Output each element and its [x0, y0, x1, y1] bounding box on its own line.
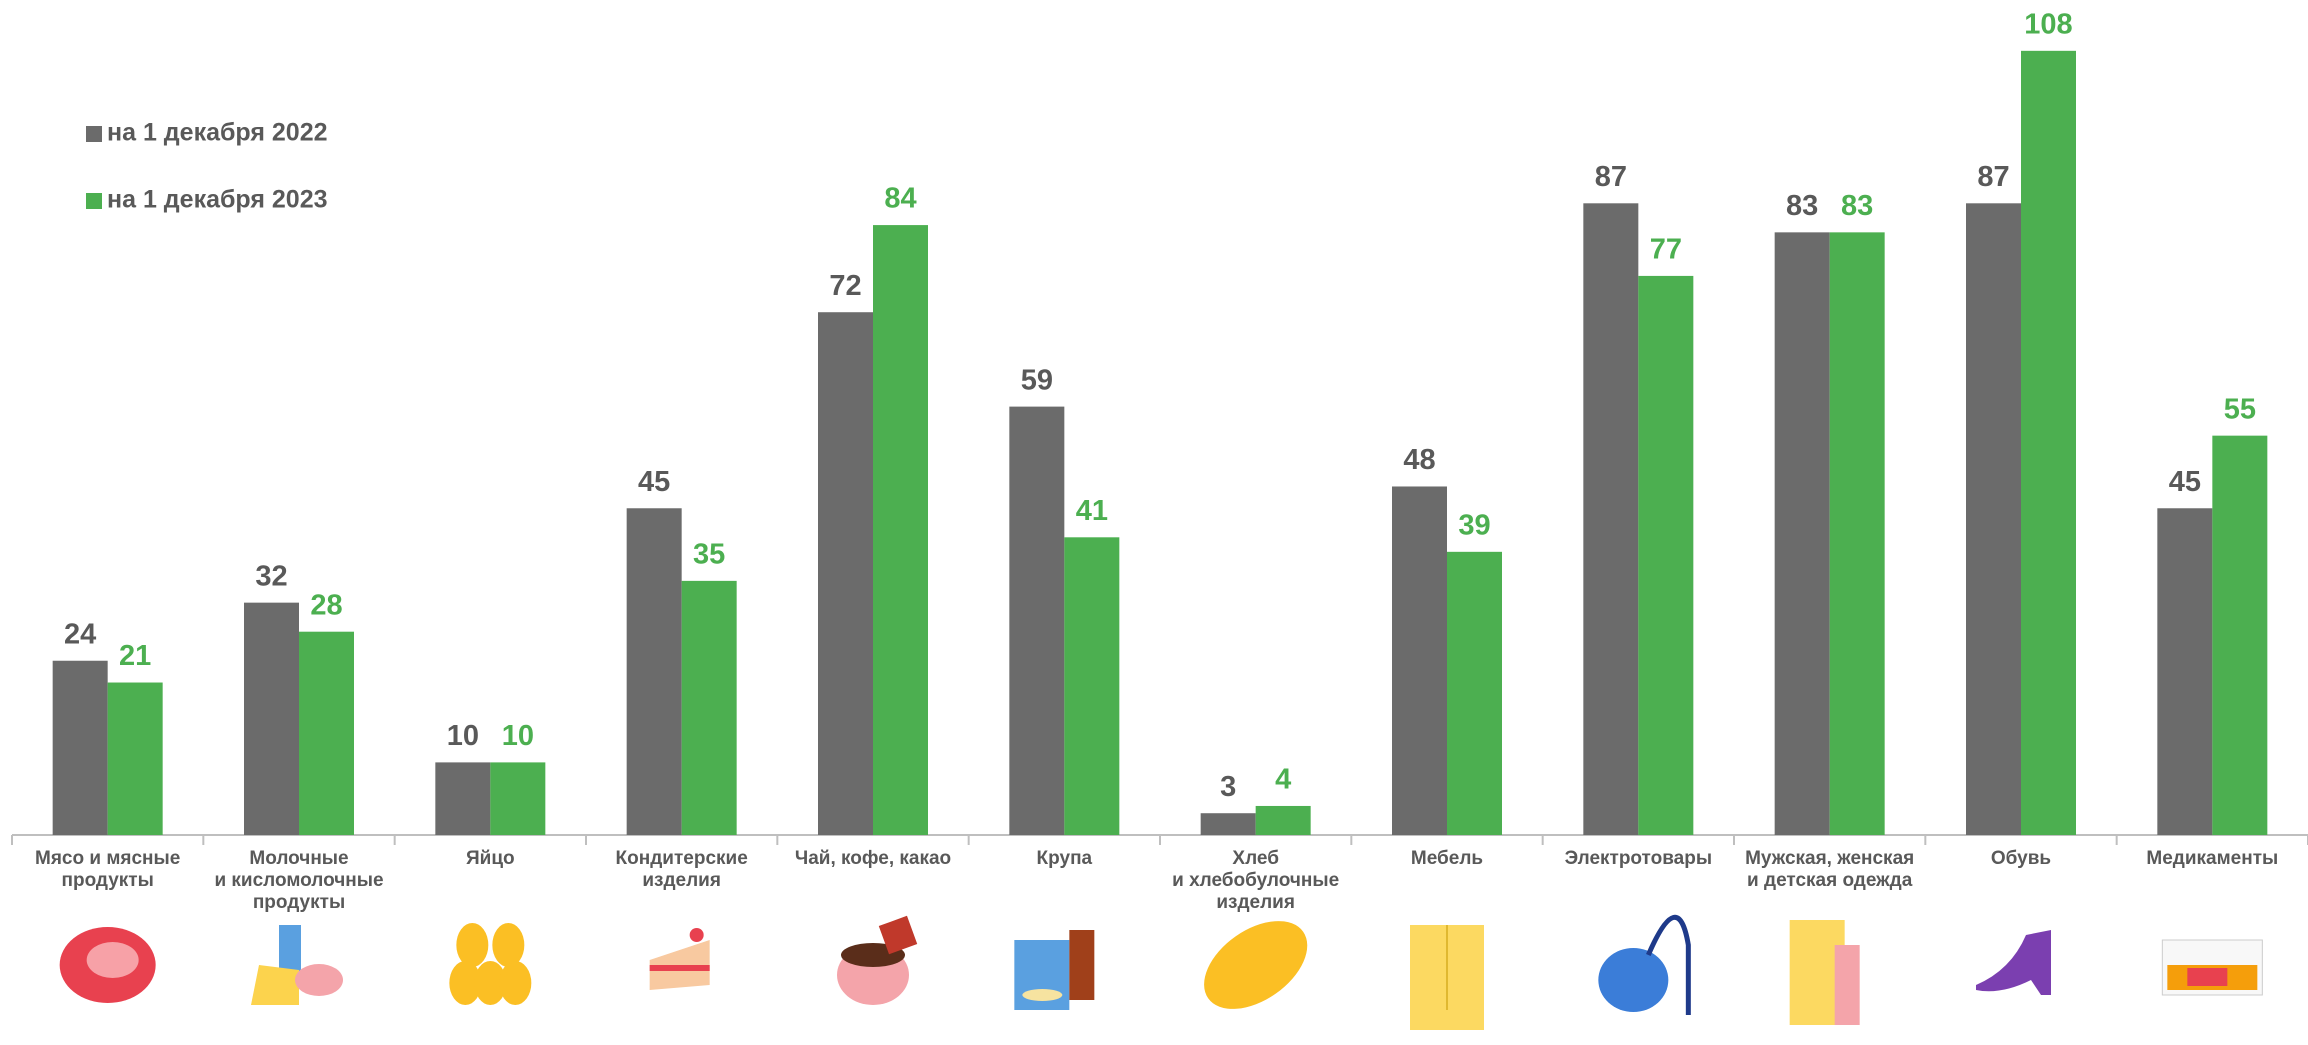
- legend-swatch: [86, 193, 102, 209]
- value-label: 48: [1403, 444, 1435, 476]
- x-tick-label: Молочные и кисломолочные продукты: [214, 848, 383, 913]
- x-tick-label: Медикаменты: [2146, 848, 2278, 869]
- value-label: 39: [1458, 509, 1490, 541]
- value-label: 28: [310, 589, 342, 621]
- bar: [490, 762, 546, 835]
- value-label: 3: [1220, 771, 1236, 803]
- value-label: 83: [1786, 190, 1818, 222]
- bar: [626, 508, 682, 835]
- icon: [649, 965, 710, 971]
- value-label: 10: [447, 720, 479, 752]
- bar: [1774, 232, 1830, 835]
- icon: [456, 923, 489, 967]
- value-label: 84: [884, 183, 916, 215]
- bar: [107, 682, 163, 835]
- icon: [1204, 921, 1308, 1009]
- value-label: 41: [1076, 495, 1108, 527]
- bar: [2021, 50, 2076, 835]
- bar: [1392, 486, 1447, 835]
- value-label: 87: [1977, 161, 2009, 193]
- icon: [1598, 948, 1669, 1012]
- bar: [818, 312, 873, 835]
- bar: [873, 225, 928, 835]
- icon: [279, 925, 301, 975]
- x-tick-label: Обувь: [1991, 848, 2051, 869]
- icon: [689, 928, 704, 942]
- value-label: 72: [829, 270, 861, 302]
- value-label: 45: [2169, 466, 2201, 498]
- value-label: 35: [693, 539, 725, 571]
- bar: [435, 762, 491, 835]
- value-label: 55: [2224, 393, 2256, 425]
- icon: [1069, 930, 1095, 1000]
- bar: [681, 580, 737, 835]
- bar: [1638, 275, 1694, 835]
- legend-label: на 1 декабря 2022: [107, 119, 328, 147]
- icon: [1834, 945, 1860, 1025]
- bar: [1447, 551, 1502, 835]
- value-label: 21: [119, 640, 151, 672]
- x-tick-label: Мужская, женская и детская одежда: [1745, 848, 1914, 891]
- bar: [244, 602, 299, 835]
- value-label: 77: [1650, 234, 1682, 266]
- legend-label: на 1 декабря 2023: [107, 186, 328, 214]
- x-tick-label: Крупа: [1037, 848, 1093, 869]
- bar: [1583, 203, 1639, 836]
- value-label: 24: [64, 618, 96, 650]
- value-label: 4: [1275, 764, 1291, 796]
- x-tick-label: Кондитерские изделия: [616, 848, 748, 891]
- value-label: 83: [1841, 190, 1873, 222]
- icon: [474, 961, 507, 1005]
- icon: [1976, 930, 2051, 995]
- icon: [1022, 989, 1063, 1001]
- x-tick-label: Мясо и мясные продукты: [35, 848, 180, 891]
- icon: [492, 923, 525, 967]
- x-tick-label: Яйцо: [466, 848, 515, 869]
- bar: [52, 660, 108, 835]
- icon: [2187, 968, 2228, 986]
- bar: [1255, 805, 1311, 835]
- x-tick-label: Хлеб и хлебобулочные изделия: [1172, 848, 1339, 913]
- value-label: 87: [1595, 161, 1627, 193]
- icon: [449, 961, 482, 1005]
- x-tick-label: Чай, кофе, какао: [795, 848, 951, 869]
- value-label: 108: [2024, 8, 2072, 40]
- x-tick-label: Мебель: [1411, 848, 1483, 869]
- bar: [2157, 508, 2213, 835]
- icon: [251, 965, 299, 1005]
- icon: [499, 961, 532, 1005]
- icon: [86, 942, 139, 978]
- bar: [1966, 203, 2021, 836]
- x-tick-label: Электротовары: [1565, 848, 1712, 869]
- bar: [1829, 232, 1885, 835]
- legend-swatch: [86, 126, 102, 142]
- bar: [2212, 435, 2268, 835]
- value-label: 32: [255, 560, 287, 592]
- bar: [1009, 406, 1065, 835]
- value-label: 10: [502, 720, 534, 752]
- icon: [1646, 914, 1691, 1015]
- value-label: 59: [1021, 364, 1053, 396]
- icon: [878, 915, 918, 955]
- bar: [299, 631, 354, 835]
- icon: [295, 964, 343, 996]
- value-label: 45: [638, 466, 670, 498]
- bar: [1064, 537, 1120, 835]
- bar: [1200, 813, 1256, 835]
